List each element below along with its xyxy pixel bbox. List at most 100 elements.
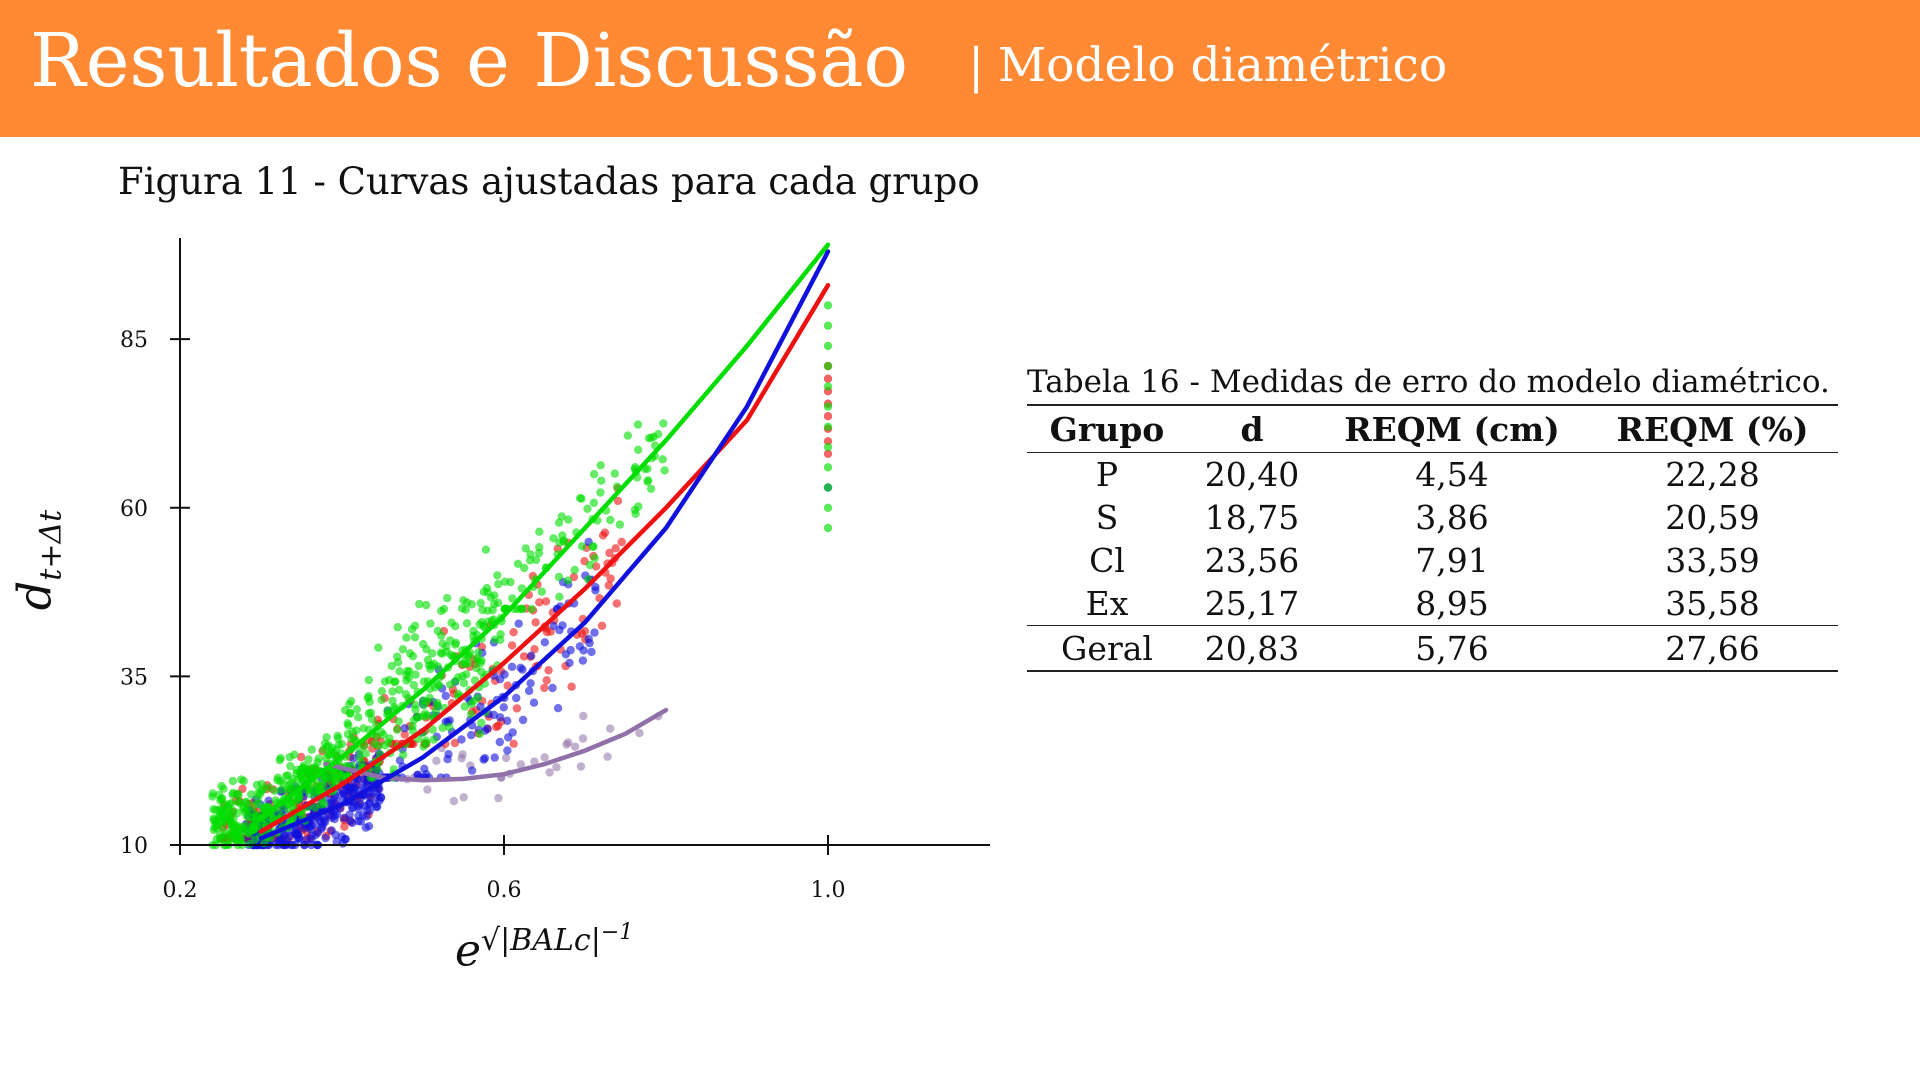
y-tick-label: 60	[120, 497, 148, 522]
x-tick-label: 1.0	[811, 878, 846, 903]
data-point	[552, 763, 561, 772]
data-point	[304, 755, 313, 764]
data-point	[324, 741, 333, 750]
data-point	[393, 725, 402, 734]
data-point	[326, 799, 335, 808]
data-point	[399, 750, 408, 760]
data-point	[443, 593, 452, 603]
data-point	[495, 674, 505, 684]
data-point	[610, 469, 619, 478]
data-point	[565, 658, 574, 668]
data-point	[442, 642, 451, 651]
table-cell: 8,95	[1415, 584, 1489, 623]
data-point	[823, 437, 833, 446]
data-point	[823, 463, 833, 472]
fit-curve-green	[258, 242, 831, 821]
data-point	[209, 805, 218, 814]
slide-title: Resultados e Discussão	[30, 18, 909, 104]
data-point	[388, 687, 397, 696]
data-point	[501, 753, 511, 763]
data-point	[537, 587, 546, 596]
data-point	[517, 604, 526, 614]
data-point	[459, 793, 468, 802]
data-point	[623, 431, 632, 440]
table-cell: 33,59	[1665, 541, 1760, 580]
data-point	[823, 503, 833, 512]
table-cell: 4,54	[1415, 455, 1489, 494]
table-cell: 3,86	[1415, 498, 1489, 537]
data-point	[361, 749, 370, 758]
data-point	[823, 449, 833, 458]
data-point	[459, 679, 469, 688]
data-point	[410, 621, 420, 630]
data-point	[492, 722, 501, 732]
data-point	[405, 667, 414, 676]
table-cell: Cl	[1089, 541, 1125, 580]
table-row: Ex 25,17 8,95 35,58	[1027, 582, 1838, 626]
data-point	[580, 627, 590, 636]
data-point	[344, 721, 353, 730]
data-point	[603, 752, 612, 761]
data-point	[429, 735, 438, 744]
data-point	[506, 577, 515, 587]
data-point	[242, 806, 251, 815]
data-point	[282, 835, 292, 844]
data-point	[540, 638, 549, 647]
data-point	[408, 721, 417, 731]
data-point	[823, 422, 833, 431]
data-point	[823, 483, 833, 492]
data-point	[395, 667, 404, 676]
data-point	[380, 677, 390, 686]
data-point	[646, 484, 656, 493]
table-row: Cl 23,56 7,91 33,59	[1027, 539, 1838, 582]
data-point	[233, 808, 242, 818]
data-point	[428, 649, 437, 658]
data-point	[509, 739, 518, 748]
data-point	[354, 713, 363, 722]
data-point	[410, 633, 420, 642]
data-point	[414, 661, 423, 671]
x-axis-label: e√|BALc|−1	[455, 920, 634, 977]
data-point	[208, 792, 217, 801]
data-point	[499, 703, 508, 712]
data-point	[634, 502, 643, 511]
data-point	[535, 527, 544, 536]
data-point	[374, 643, 383, 652]
data-point	[823, 361, 833, 371]
data-point	[563, 576, 573, 585]
scatter-chart: 0.2 0.6 1.0 10 35 60 85	[120, 238, 990, 903]
data-point	[540, 753, 549, 762]
data-point	[395, 685, 404, 694]
data-point	[507, 662, 517, 671]
data-point	[494, 579, 503, 589]
data-point	[503, 681, 512, 690]
data-point	[401, 690, 411, 699]
data-point	[394, 717, 403, 726]
data-point	[275, 755, 284, 765]
data-point	[286, 784, 296, 793]
data-point	[364, 822, 374, 831]
data-point	[273, 773, 282, 782]
data-point	[252, 780, 262, 790]
data-point	[558, 531, 567, 540]
data-point	[365, 697, 374, 706]
data-point	[305, 823, 314, 832]
fit-curve-purple	[323, 707, 669, 783]
data-point	[540, 683, 549, 693]
data-point	[555, 625, 564, 635]
data-point	[359, 811, 368, 820]
data-point	[237, 775, 246, 784]
col-header-reqm-pct: REQM (%)	[1587, 404, 1838, 453]
fit-curve-blue	[258, 249, 831, 841]
data-point	[464, 659, 473, 668]
data-point	[606, 574, 615, 583]
table-row: S 18,75 3,86 20,59	[1027, 496, 1838, 539]
data-point	[437, 606, 446, 616]
data-point	[473, 654, 482, 663]
data-point	[357, 781, 367, 790]
col-header-grupo: Grupo	[1027, 404, 1187, 453]
data-point	[644, 476, 653, 485]
data-point	[413, 770, 422, 779]
data-point	[373, 765, 382, 774]
data-point	[530, 757, 539, 766]
